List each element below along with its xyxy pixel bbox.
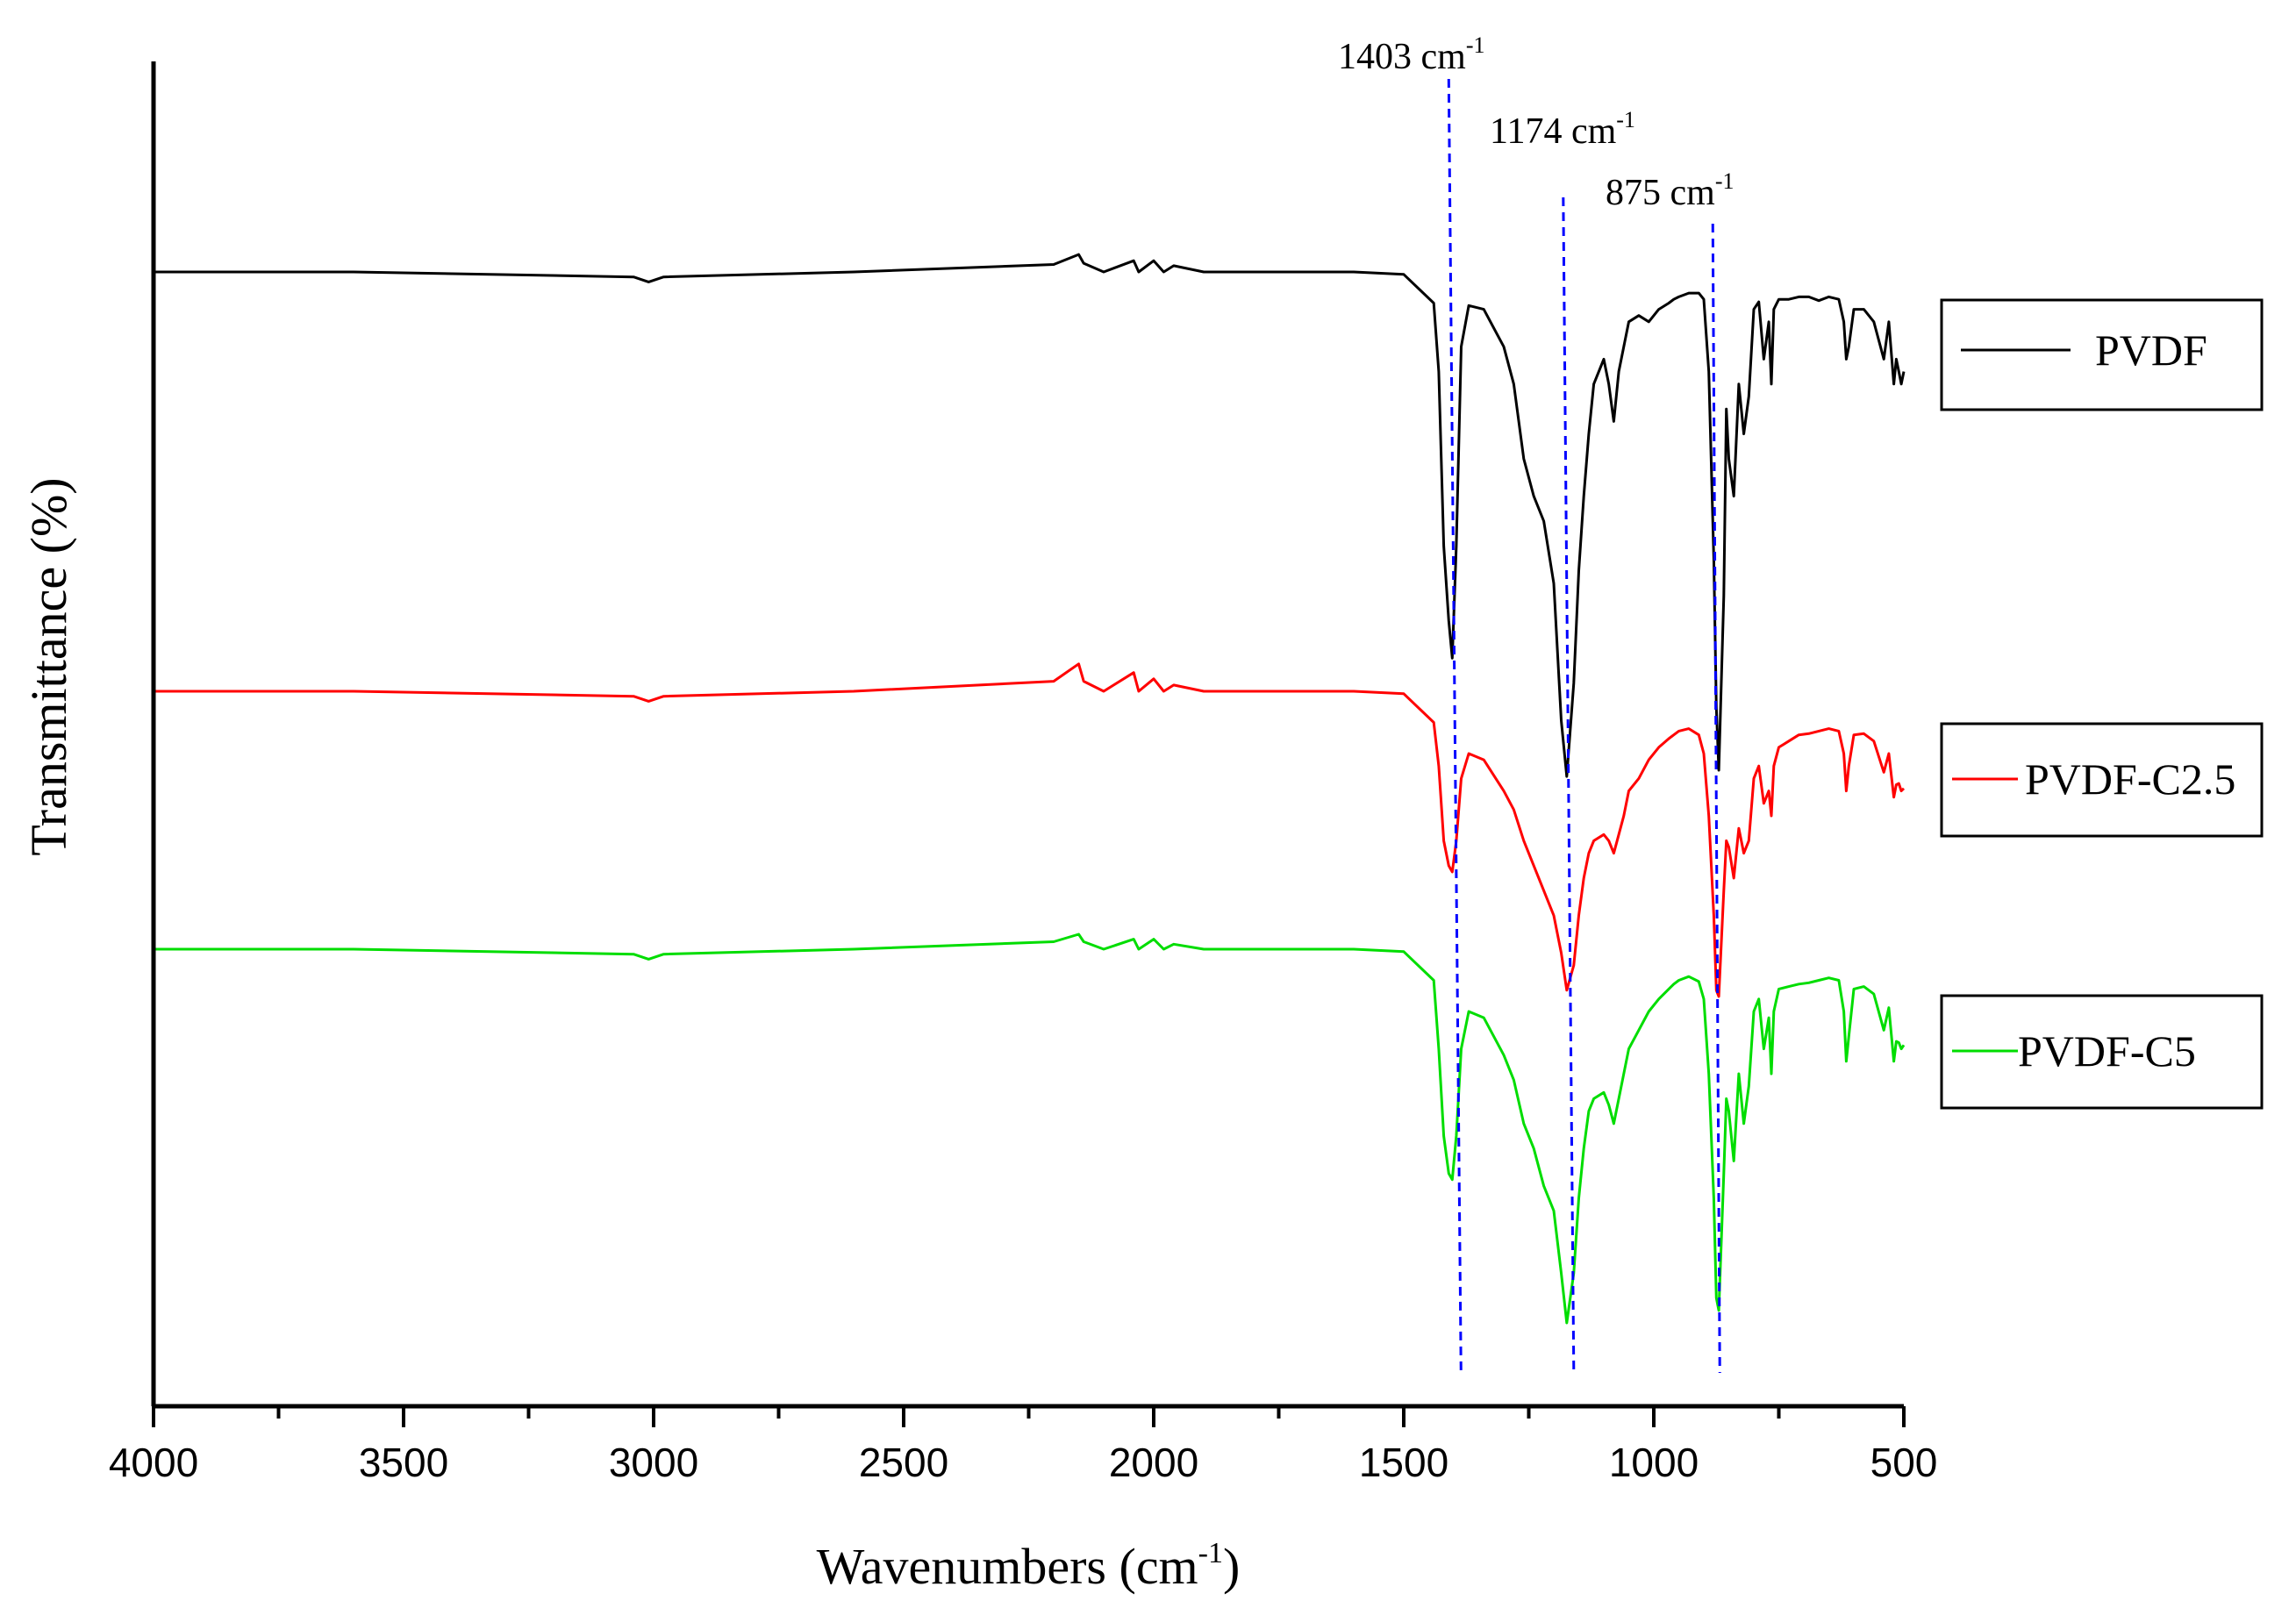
- legend-label-pvdf-c5: PVDF-C5: [2018, 1026, 2196, 1076]
- reference-line-875: [1711, 223, 1721, 1374]
- series-layer: [154, 253, 1906, 1325]
- reference-line-1403: [1447, 78, 1463, 1374]
- x-tick-label: 2000: [1109, 1440, 1198, 1485]
- series-line-pvdf-c2-5: [154, 662, 1906, 998]
- x-ticks: 4000 3500 3000 2500 2000 1500 1000 500: [109, 1406, 1938, 1485]
- y-axis-title: Transmittance (%): [20, 477, 77, 855]
- legend-label-pvdf-c25: PVDF-C2.5: [2025, 754, 2235, 804]
- legend-box-pvdf: [1940, 298, 2264, 411]
- legend-label-pvdf: PVDF: [2095, 325, 2207, 375]
- x-tick-label: 500: [1870, 1440, 1938, 1485]
- reference-lines: [1447, 78, 1721, 1374]
- x-tick-label: 2500: [859, 1440, 948, 1485]
- annotation-1174: 1174 cm-1: [1490, 107, 1635, 152]
- reference-line-1174: [1562, 197, 1576, 1374]
- x-tick-label: 4000: [109, 1440, 198, 1485]
- x-tick-label: 1000: [1609, 1440, 1699, 1485]
- x-axis-title: Wavenumbers (cm-1): [817, 1537, 1241, 1595]
- series-line-pvdf-c5: [154, 933, 1906, 1325]
- series-line-pvdf: [154, 253, 1906, 778]
- x-tick-label: 3500: [359, 1440, 448, 1485]
- annotation-1403: 1403 cm-1: [1338, 32, 1484, 77]
- annotation-875: 875 cm-1: [1606, 168, 1734, 213]
- legend-item-pvdf-c25: PVDF-C2.5: [1940, 722, 2264, 838]
- legend: PVDF PVDF-C2.5 PVDF-C5: [1940, 298, 2264, 1110]
- x-tick-label: 1500: [1359, 1440, 1448, 1485]
- legend-item-pvdf: PVDF: [1940, 298, 2264, 411]
- x-tick-label: 3000: [609, 1440, 698, 1485]
- legend-item-pvdf-c5: PVDF-C5: [1940, 994, 2264, 1110]
